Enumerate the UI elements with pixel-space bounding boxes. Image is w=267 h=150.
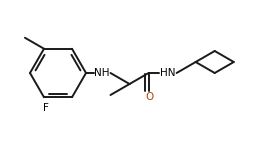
Text: HN: HN — [160, 68, 175, 78]
Text: NH: NH — [94, 68, 110, 78]
Text: F: F — [43, 103, 49, 113]
Text: O: O — [146, 92, 154, 102]
